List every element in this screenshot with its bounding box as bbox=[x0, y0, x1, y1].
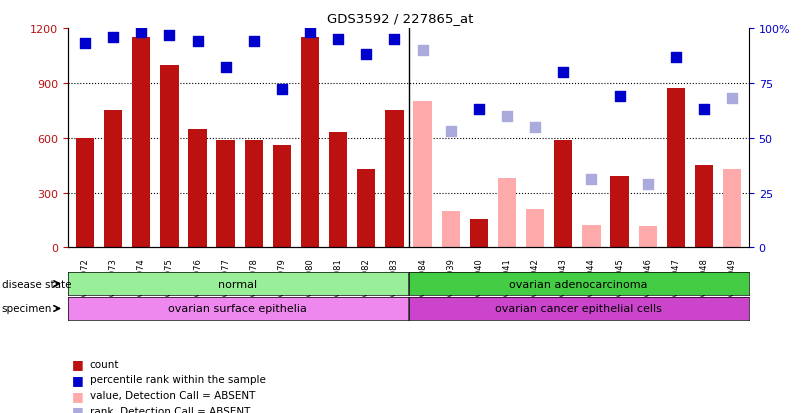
Point bbox=[276, 87, 288, 93]
Bar bbox=[329, 133, 348, 248]
Bar bbox=[216, 140, 235, 248]
Bar bbox=[413, 102, 432, 248]
Point bbox=[332, 36, 344, 43]
Point bbox=[698, 107, 710, 113]
Point bbox=[135, 30, 147, 37]
Point bbox=[445, 128, 457, 135]
Bar bbox=[357, 169, 376, 248]
Text: ovarian adenocarcinoma: ovarian adenocarcinoma bbox=[509, 279, 648, 289]
Bar bbox=[610, 177, 629, 248]
Text: ovarian surface epithelia: ovarian surface epithelia bbox=[168, 304, 308, 314]
Text: rank, Detection Call = ABSENT: rank, Detection Call = ABSENT bbox=[90, 406, 250, 413]
Point bbox=[557, 69, 570, 76]
Bar bbox=[188, 129, 207, 248]
Point bbox=[670, 54, 682, 61]
Bar bbox=[160, 65, 179, 248]
Point bbox=[360, 52, 372, 59]
Point bbox=[191, 39, 204, 45]
Text: normal: normal bbox=[219, 279, 257, 289]
Text: GDS3592 / 227865_at: GDS3592 / 227865_at bbox=[328, 12, 473, 25]
Bar bbox=[694, 166, 713, 248]
Bar bbox=[385, 111, 404, 248]
Text: value, Detection Call = ABSENT: value, Detection Call = ABSENT bbox=[90, 390, 255, 400]
Bar bbox=[469, 220, 488, 248]
Text: ■: ■ bbox=[72, 389, 84, 402]
Text: specimen: specimen bbox=[2, 304, 52, 314]
Text: ■: ■ bbox=[72, 404, 84, 413]
Bar bbox=[526, 209, 544, 248]
Point bbox=[529, 124, 541, 131]
Bar bbox=[76, 138, 94, 248]
Point bbox=[473, 107, 485, 113]
Bar bbox=[723, 169, 741, 248]
Text: count: count bbox=[90, 359, 119, 369]
Point bbox=[248, 39, 260, 45]
Bar bbox=[301, 38, 319, 248]
Point bbox=[78, 41, 91, 47]
Bar bbox=[638, 227, 657, 248]
Point bbox=[417, 47, 429, 54]
Text: ■: ■ bbox=[72, 373, 84, 386]
Bar bbox=[498, 178, 516, 248]
Point bbox=[642, 181, 654, 188]
Bar bbox=[554, 140, 573, 248]
Text: ■: ■ bbox=[72, 357, 84, 370]
Text: ovarian cancer epithelial cells: ovarian cancer epithelial cells bbox=[495, 304, 662, 314]
Point bbox=[501, 113, 513, 120]
Point bbox=[163, 32, 175, 39]
Bar bbox=[244, 140, 263, 248]
Point bbox=[304, 30, 316, 37]
Bar bbox=[666, 89, 685, 248]
Bar bbox=[441, 211, 460, 248]
Bar bbox=[132, 38, 151, 248]
Text: percentile rank within the sample: percentile rank within the sample bbox=[90, 375, 266, 385]
Point bbox=[388, 36, 400, 43]
Point bbox=[219, 65, 232, 71]
Point bbox=[585, 177, 598, 183]
Point bbox=[107, 34, 119, 41]
Bar bbox=[104, 111, 123, 248]
Bar bbox=[273, 146, 291, 248]
Point bbox=[726, 96, 739, 102]
Text: disease state: disease state bbox=[2, 279, 71, 289]
Bar bbox=[582, 226, 601, 248]
Point bbox=[613, 93, 626, 100]
